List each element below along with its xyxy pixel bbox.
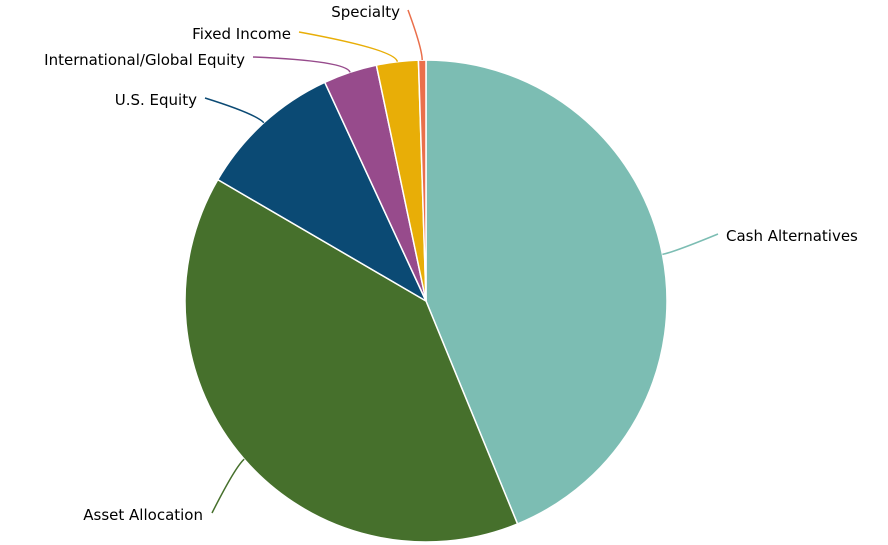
slice-label-specialty: Specialty: [331, 3, 400, 21]
connector-u-s-equity: [204, 97, 265, 124]
slice-label-international-global-equity: International/Global Equity: [44, 51, 245, 69]
connector-international-global-equity: [252, 56, 351, 73]
labels-layer: Cash Alternatives Asset Allocation U.S. Eq…: [44, 3, 858, 524]
slice-label-cash-alternatives: Cash Alternatives: [726, 227, 858, 245]
connectors-layer: [204, 9, 719, 514]
slices-layer: [184, 59, 668, 543]
slice-label-asset-allocation: Asset Allocation: [83, 506, 203, 524]
slice-label-fixed-income: Fixed Income: [192, 25, 291, 43]
slice-label-u-s-equity: U.S. Equity: [115, 91, 197, 109]
pie-slice-asset-allocation[interactable]: [184, 178, 519, 543]
pie-slice-specialty[interactable]: [417, 59, 427, 302]
connector-fixed-income: [298, 31, 399, 62]
connector-specialty: [407, 9, 423, 61]
connector-asset-allocation: [211, 458, 245, 514]
connector-cash-alternatives: [662, 233, 719, 256]
pie-slice-u-s-equity[interactable]: [217, 81, 427, 302]
